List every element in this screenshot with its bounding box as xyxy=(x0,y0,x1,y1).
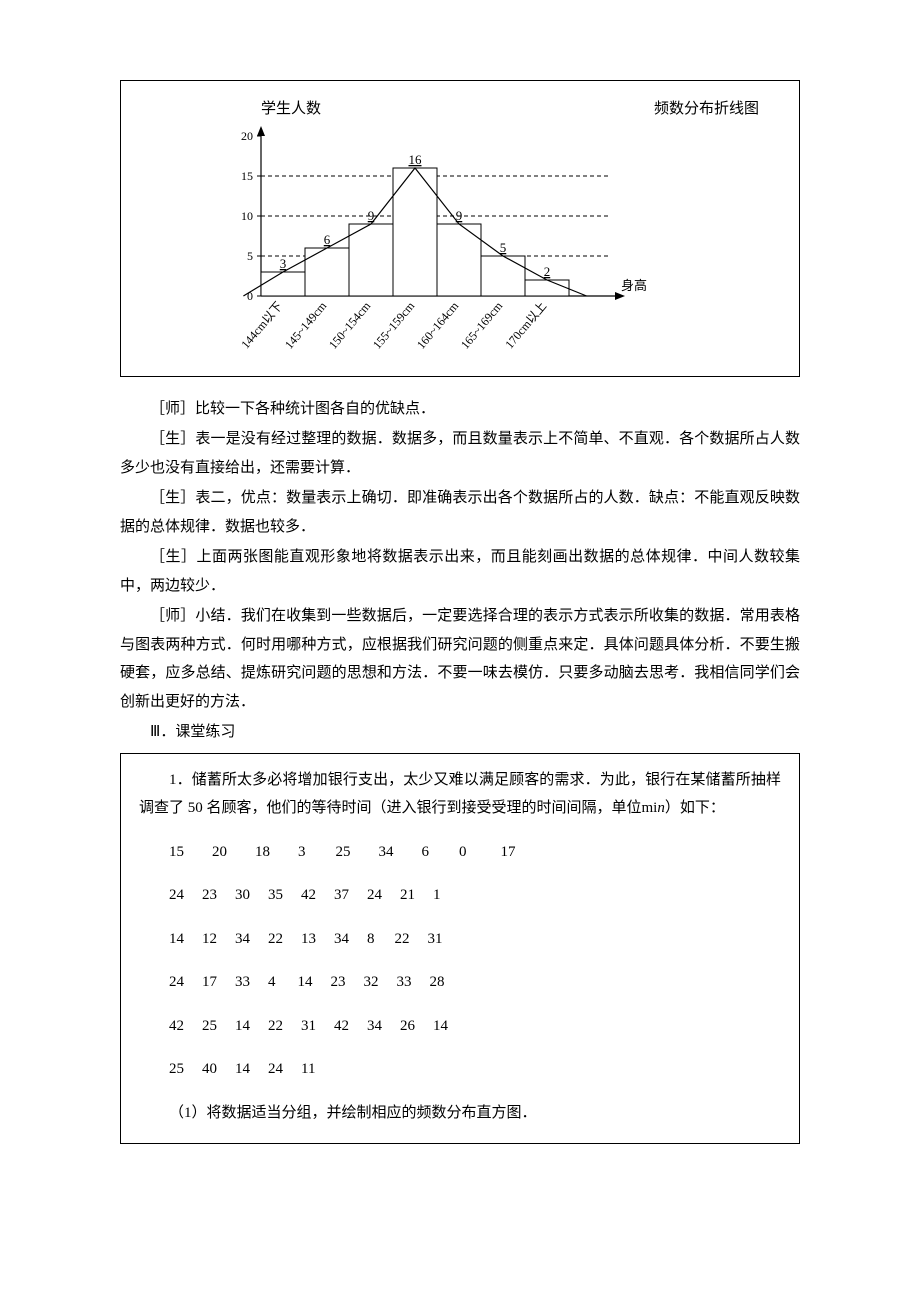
data-value: 34 xyxy=(334,925,349,954)
svg-text:6: 6 xyxy=(324,232,331,247)
dialogue-line: ［生］表二，优点：数量表示上确切．即准确表示出各个数据所占的人数．缺点：不能直观… xyxy=(120,484,800,541)
svg-text:身高: 身高 xyxy=(621,278,647,293)
dialogue-line: ［生］上面两张图能直观形象地将数据表示出来，而且能刻画出数据的总体规律．中间人数… xyxy=(120,543,800,600)
data-value: 24 xyxy=(268,1055,283,1084)
data-value: 42 xyxy=(334,1012,349,1041)
svg-text:15: 15 xyxy=(241,169,253,183)
data-value: 21 xyxy=(400,881,415,910)
speaker-label: ［生］ xyxy=(150,549,196,565)
dialogue-text: 表一是没有经过整理的数据．数据多，而且数量表示上不简单、不直观．各个数据所占人数… xyxy=(120,431,800,476)
svg-text:2: 2 xyxy=(544,264,551,279)
data-value: 13 xyxy=(301,925,316,954)
data-value: 22 xyxy=(268,1012,283,1041)
data-value: 17 xyxy=(202,968,217,997)
svg-text:5: 5 xyxy=(247,249,253,263)
data-value: 23 xyxy=(202,881,217,910)
data-value: 34 xyxy=(367,1012,382,1041)
data-value: 22 xyxy=(395,925,410,954)
data-value: 8 xyxy=(367,925,375,954)
svg-text:150~154cm: 150~154cm xyxy=(326,298,374,351)
data-value: 6 xyxy=(422,838,430,867)
data-row: 25 40 14 24 11 xyxy=(169,1055,781,1084)
data-value: 20 xyxy=(212,838,227,867)
data-value: 25 xyxy=(169,1055,184,1084)
data-value: 31 xyxy=(301,1012,316,1041)
dialogue-line: ［师］小结．我们在收集到一些数据后，一定要选择合理的表示方式表示所收集的数据．常… xyxy=(120,602,800,716)
svg-text:170cm以上: 170cm以上 xyxy=(502,298,549,350)
data-value: 24 xyxy=(367,881,382,910)
speaker-label: ［师］ xyxy=(150,401,195,417)
data-value: 0 xyxy=(459,838,467,867)
data-value: 32 xyxy=(364,968,379,997)
exercise-box: 1．储蓄所太多必将增加银行支出，太少又难以满足顾客的需求．为此，银行在某储蓄所抽… xyxy=(120,753,800,1145)
svg-text:16: 16 xyxy=(409,152,423,167)
data-value: 26 xyxy=(400,1012,415,1041)
data-value: 14 xyxy=(235,1055,250,1084)
data-row: 24 23 30 35 42 37 24 21 1 xyxy=(169,881,781,910)
data-value: 14 xyxy=(235,1012,250,1041)
data-rows: 1520183253460172423303542372421114123422… xyxy=(139,838,781,1084)
data-value: 35 xyxy=(268,881,283,910)
data-row: 15 20 18 3 25 34 60 17 xyxy=(169,838,781,867)
data-value: 25 xyxy=(202,1012,217,1041)
chart-right-title: 频数分布折线图 xyxy=(654,95,759,124)
svg-text:155~159cm: 155~159cm xyxy=(370,298,418,351)
dialogue-text: 上面两张图能直观形象地将数据表示出来，而且能刻画出数据的总体规律．中间人数较集中… xyxy=(120,549,800,594)
data-value: 37 xyxy=(334,881,349,910)
data-value: 15 xyxy=(169,838,184,867)
data-value: 30 xyxy=(235,881,250,910)
svg-text:10: 10 xyxy=(241,209,253,223)
data-value: 42 xyxy=(169,1012,184,1041)
data-value: 33 xyxy=(235,968,250,997)
data-row: 14 12 34 22 13 34 8 22 31 xyxy=(169,925,781,954)
data-value: 24 xyxy=(169,881,184,910)
data-row: 24 17 33 4 14 23 32 33 28 xyxy=(169,968,781,997)
italic-n: n xyxy=(657,800,665,816)
data-value: 25 xyxy=(336,838,351,867)
data-value: 34 xyxy=(235,925,250,954)
chart-left-title: 学生人数 xyxy=(261,95,321,124)
data-value: 33 xyxy=(397,968,412,997)
data-value: 14 xyxy=(433,1012,448,1041)
dialogue-text: 比较一下各种统计图各自的优缺点． xyxy=(195,401,435,417)
data-row: 42 25 14 22 31 42 34 26 14 xyxy=(169,1012,781,1041)
data-value: 40 xyxy=(202,1055,217,1084)
data-value: 14 xyxy=(169,925,184,954)
histogram-chart: 0510152036916952身高144cm以下145~149cm150~15… xyxy=(151,126,711,366)
data-value: 3 xyxy=(298,838,306,867)
data-value: 34 xyxy=(379,838,394,867)
data-value: 42 xyxy=(301,881,316,910)
svg-text:20: 20 xyxy=(241,129,253,143)
speaker-label: ［生］ xyxy=(150,431,195,447)
svg-text:165~169cm: 165~169cm xyxy=(458,298,506,351)
svg-text:160~164cm: 160~164cm xyxy=(414,298,462,351)
data-value: 18 xyxy=(255,838,270,867)
data-value: 4 xyxy=(268,968,276,997)
data-value: 22 xyxy=(268,925,283,954)
section-heading: Ⅲ．课堂练习 xyxy=(120,718,800,747)
dialogue-text: 表二，优点：数量表示上确切．即准确表示出各个数据所占的人数．缺点：不能直观反映数… xyxy=(120,490,800,535)
speaker-label: ［师］ xyxy=(150,608,195,624)
data-value: 31 xyxy=(428,925,443,954)
svg-text:5: 5 xyxy=(500,240,507,255)
data-value: 28 xyxy=(430,968,445,997)
dialogue-line: ［生］表一是没有经过整理的数据．数据多，而且数量表示上不简单、不直观．各个数据所… xyxy=(120,425,800,482)
chart-container: 学生人数 频数分布折线图 0510152036916952身高144cm以下14… xyxy=(120,80,800,377)
speaker-label: ［生］ xyxy=(150,490,195,506)
data-value: 23 xyxy=(331,968,346,997)
dialogue-line: ［师］比较一下各种统计图各自的优缺点． xyxy=(120,395,800,424)
svg-text:144cm以下: 144cm以下 xyxy=(238,298,285,350)
data-value: 12 xyxy=(202,925,217,954)
exercise-intro: 1．储蓄所太多必将增加银行支出，太少又难以满足顾客的需求．为此，银行在某储蓄所抽… xyxy=(139,766,781,823)
svg-text:3: 3 xyxy=(280,256,287,271)
exercise-intro-b: ）如下： xyxy=(665,800,725,816)
data-value: 17 xyxy=(501,838,516,867)
data-value: 11 xyxy=(301,1055,315,1084)
data-value: 14 xyxy=(298,968,313,997)
dialogue-text: 小结．我们在收集到一些数据后，一定要选择合理的表示方式表示所收集的数据．常用表格… xyxy=(120,608,800,710)
svg-text:145~149cm: 145~149cm xyxy=(282,298,330,351)
exercise-question: （1）将数据适当分组，并绘制相应的频数分布直方图． xyxy=(139,1099,781,1128)
data-value: 1 xyxy=(433,881,441,910)
data-value: 24 xyxy=(169,968,184,997)
